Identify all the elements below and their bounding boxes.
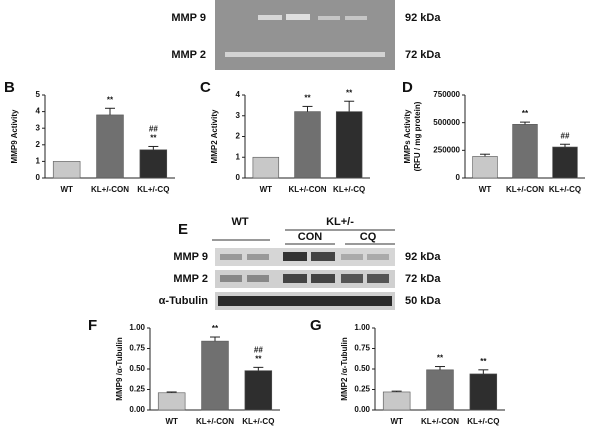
y-tick-label: 0.00 xyxy=(354,405,370,414)
y-tick-label: 3 xyxy=(236,111,241,120)
zymo-size: 92 kDa xyxy=(405,12,441,24)
x-tick-label: KL+/-CQ xyxy=(549,185,581,194)
x-tick-label: KL+/-CON xyxy=(91,185,129,194)
y-axis-label: MMP2 Activity xyxy=(210,109,219,163)
zymo-size: 72 kDa xyxy=(405,49,441,61)
subgroup-label: CON xyxy=(298,231,323,243)
annotation: ## xyxy=(149,125,158,134)
y-tick-label: 0.25 xyxy=(354,385,370,394)
x-tick-label: KL+/-CON xyxy=(506,185,544,194)
blot-label: MMP 2 xyxy=(173,273,208,285)
bar xyxy=(382,391,411,411)
annotation: ** xyxy=(255,354,262,363)
y-tick-label: 1.00 xyxy=(354,323,370,332)
x-tick-label: KL+/-CQ xyxy=(242,417,274,426)
bar xyxy=(512,124,538,179)
annotation: ** xyxy=(304,94,311,103)
bar xyxy=(157,392,186,411)
y-tick-label: 0 xyxy=(456,173,461,182)
annotation: ** xyxy=(522,109,529,118)
bar xyxy=(201,340,229,411)
x-tick-label: KL+/-CQ xyxy=(137,185,169,194)
panel-letter: D xyxy=(402,79,413,96)
y-tick-label: 2 xyxy=(36,140,41,149)
bar xyxy=(469,373,498,411)
blot-label: α-Tubulin xyxy=(159,295,209,307)
y-tick-label: 750000 xyxy=(433,90,460,99)
y-tick-label: 4 xyxy=(236,90,241,99)
y-tick-label: 0 xyxy=(236,173,241,182)
y-axis-label: MMP2 /α-Tubulin xyxy=(340,337,349,401)
blot-label: MMP 9 xyxy=(173,251,208,263)
bar xyxy=(472,156,498,179)
y-tick-label: 0.25 xyxy=(129,385,145,394)
y-tick-label: 250000 xyxy=(433,145,460,154)
x-tick-label: KL+/-CQ xyxy=(467,417,499,426)
zymo-label: MMP 9 xyxy=(171,12,206,24)
bar xyxy=(294,111,321,179)
bar xyxy=(335,111,363,179)
blot-size: 50 kDa xyxy=(405,295,441,307)
y-axis-label: (RFU / mg protein) xyxy=(413,101,422,171)
bar xyxy=(96,114,124,179)
panel-letter: G xyxy=(310,317,322,334)
x-tick-label: WT xyxy=(260,185,273,194)
group-label: WT xyxy=(231,216,248,228)
y-tick-label: 2 xyxy=(236,132,241,141)
y-tick-label: 1.00 xyxy=(129,323,145,332)
blot-size: 72 kDa xyxy=(405,273,441,285)
bar xyxy=(426,369,454,411)
y-tick-label: 0.50 xyxy=(129,364,145,373)
bar xyxy=(139,149,168,179)
x-tick-label: KL+/-CON xyxy=(196,417,234,426)
y-tick-label: 5 xyxy=(36,90,41,99)
annotation: ## xyxy=(561,131,570,140)
y-tick-label: 3 xyxy=(36,123,41,132)
annotation: ** xyxy=(437,354,444,363)
y-tick-label: 0 xyxy=(36,173,41,182)
annotation: ** xyxy=(150,134,157,143)
x-tick-label: KL+/-CQ xyxy=(333,185,365,194)
y-tick-label: 0.75 xyxy=(129,344,145,353)
x-tick-label: KL+/-CON xyxy=(421,417,459,426)
zymogram-texture xyxy=(215,0,395,70)
annotation: ** xyxy=(107,95,114,104)
y-tick-label: 4 xyxy=(36,107,41,116)
subgroup-label: CQ xyxy=(360,231,377,243)
blot xyxy=(215,248,395,310)
bar xyxy=(52,161,81,179)
annotation: ** xyxy=(212,324,219,333)
x-tick-label: WT xyxy=(390,417,403,426)
panel-letter: C xyxy=(200,79,211,96)
y-axis-label: MMP9 /α-Tubulin xyxy=(115,337,124,401)
panel-letter: F xyxy=(88,317,97,334)
group-label: KL+/- xyxy=(326,216,354,228)
bar xyxy=(552,146,578,179)
y-axis-label: MMP9 Activity xyxy=(10,109,19,163)
x-tick-label: WT xyxy=(165,417,178,426)
annotation: ** xyxy=(480,357,487,366)
y-tick-label: 1 xyxy=(36,157,41,166)
panel-letter: E xyxy=(178,221,188,238)
annotation: ## xyxy=(254,345,263,354)
panel-letter: B xyxy=(4,79,15,96)
blot-size: 92 kDa xyxy=(405,251,441,263)
x-tick-label: WT xyxy=(60,185,73,194)
zymogram-bands xyxy=(225,14,385,57)
annotation: ** xyxy=(346,88,353,97)
bar xyxy=(244,370,273,411)
y-tick-label: 0.00 xyxy=(129,405,145,414)
y-tick-label: 1 xyxy=(236,152,241,161)
zymo-label: MMP 2 xyxy=(171,49,206,61)
x-tick-label: WT xyxy=(479,185,492,194)
y-tick-label: 0.75 xyxy=(354,344,370,353)
y-tick-label: 500000 xyxy=(433,118,460,127)
x-tick-label: KL+/-CON xyxy=(289,185,327,194)
y-tick-label: 0.50 xyxy=(354,364,370,373)
bar xyxy=(252,156,280,179)
y-axis-label: MMPs Activity xyxy=(403,109,412,163)
